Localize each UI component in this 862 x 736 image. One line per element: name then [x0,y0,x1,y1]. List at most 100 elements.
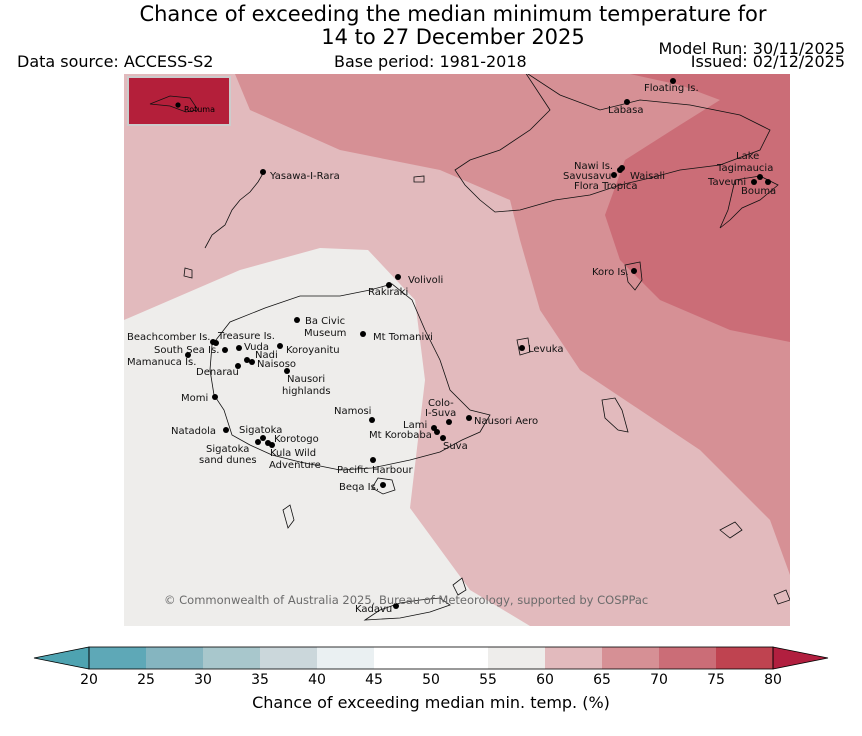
label-lami: Lami [403,420,427,431]
label-labasa: Labasa [608,105,644,116]
marker-vuda [236,345,242,351]
title-line-2: 14 to 27 December 2025 [321,25,585,49]
colorbar [33,646,829,670]
label-namosi: Namosi [334,406,371,417]
label-levuka: Levuka [528,344,564,355]
label-i-suva: I-Suva [425,408,456,419]
colorbar-tick-30: 30 [194,672,212,688]
marker-yasawa [260,169,266,175]
beqa-coast [371,477,396,495]
marker-mt-korobaba [434,429,440,435]
marker-nadi [244,357,250,363]
label-yasawa-i-rara: Yasawa-I-Rara [269,171,340,182]
colorbar-cell-1 [146,647,204,669]
colorbar-tick-80: 80 [764,672,782,688]
label-taveuni: Taveuni [707,177,746,188]
label-colo: Colo- [428,398,454,409]
yasawa-chain [204,169,266,249]
marker-kadavu [393,603,399,609]
colorbar-cell-10 [659,647,717,669]
ovalau-coast [516,337,531,356]
colorbar-cell-5 [374,647,432,669]
place-markers [185,78,771,609]
label-savusavu: Savusavu [563,171,611,182]
label-koro-is: Koro Is. [592,267,629,278]
label-sand-dunes: sand dunes [199,455,257,466]
label-kadavu: Kadavu [355,604,392,615]
islet-1 [183,267,193,279]
marker-levuka [519,345,525,351]
marker-waisali [619,165,625,171]
label-momi: Momi [181,393,208,404]
colorbar-outline [88,646,774,670]
label-pacific-harbour: Pacific Harbour [337,465,414,476]
colorbar-cell-9 [602,647,660,669]
label-sigatoka-2: Sigatoka [206,444,249,455]
marker-denarau [235,363,241,369]
marker-ba-civic-museum [294,317,300,323]
colorbar-tick-60: 60 [536,672,554,688]
marker-momi [212,394,218,400]
label-denarau: Denarau [196,367,239,378]
marker-treasure-is [213,340,219,346]
label-south-sea-is: South Sea Is. [154,345,219,356]
marker-sigatoka [260,435,266,441]
colorbar-cell-2 [203,647,261,669]
band-70-75 [605,74,790,342]
colorbar-tick-45: 45 [365,672,383,688]
label-korotogo: Korotogo [274,434,319,445]
label-bouma: Bouma [741,186,776,197]
colorbar-tick-35: 35 [251,672,269,688]
label-highlands: highlands [282,386,331,397]
inset-rotuma-dot [175,102,181,108]
islet-2 [282,504,295,529]
label-vuda: Vuda [244,342,269,353]
label-nausori-aero: Nausori Aero [474,416,538,427]
label-nausori: Nausori [287,374,325,385]
title-line-1: Chance of exceeding the median minimum t… [139,2,767,26]
marker-colo-i-suva [446,419,452,425]
marker-taveuni [751,179,757,185]
colorbar-tick-25: 25 [137,672,155,688]
colorbar-tick-20: 20 [80,672,98,688]
marker-rakiraki [386,282,392,288]
copyright-notice: © Commonwealth of Australia 2025, Bureau… [164,593,648,607]
label-ba-civic: Ba Civic [305,316,345,327]
colorbar-tick-75: 75 [707,672,725,688]
colorbar-over-arrow [772,646,829,670]
marker-nausori-aero [466,415,472,421]
data-source: Data source: ACCESS-S2 [17,52,214,71]
label-nawi-is: Nawi Is. [574,161,613,172]
map-svg: Rotuma [124,74,790,626]
islet-7 [413,175,425,183]
marker-kula-wild-adventure [269,442,275,448]
marker-koroyanitu [277,343,283,349]
colorbar-cell-3 [260,647,318,669]
colorbar-cell-8 [545,647,603,669]
marker-mt-tomanivi [360,331,366,337]
colorbar-tick-55: 55 [479,672,497,688]
label-mt-korobaba: Mt Korobaba [369,430,432,441]
marker-savusavu [611,172,617,178]
marker-natadola [223,427,229,433]
label-kula-wild: Kula Wild [270,448,316,459]
koro-coast [624,261,643,291]
label-volivoli: Volivoli [408,275,443,286]
colorbar-under-arrow [33,646,90,670]
colorbar-tick-70: 70 [650,672,668,688]
label-mamanuca-is: Mamanuca Is. [127,357,196,368]
marker-namosi [369,417,375,423]
colorbar-cell-0 [89,647,147,669]
islet-6 [773,589,790,605]
kadavu-coast [363,597,451,621]
label-lake: Lake [736,151,759,162]
inset-rotuma [129,78,229,124]
colorbar-tick-65: 65 [593,672,611,688]
colorbar-tick-40: 40 [308,672,326,688]
marker-nausori-highlands [284,368,290,374]
marker-volivoli [395,274,401,280]
label-treasure-is: Treasure Is. [217,331,275,342]
label-suva: Suva [443,441,468,452]
vanua-levu-coast [454,74,771,213]
marker-lake-tagimaucia [757,174,763,180]
